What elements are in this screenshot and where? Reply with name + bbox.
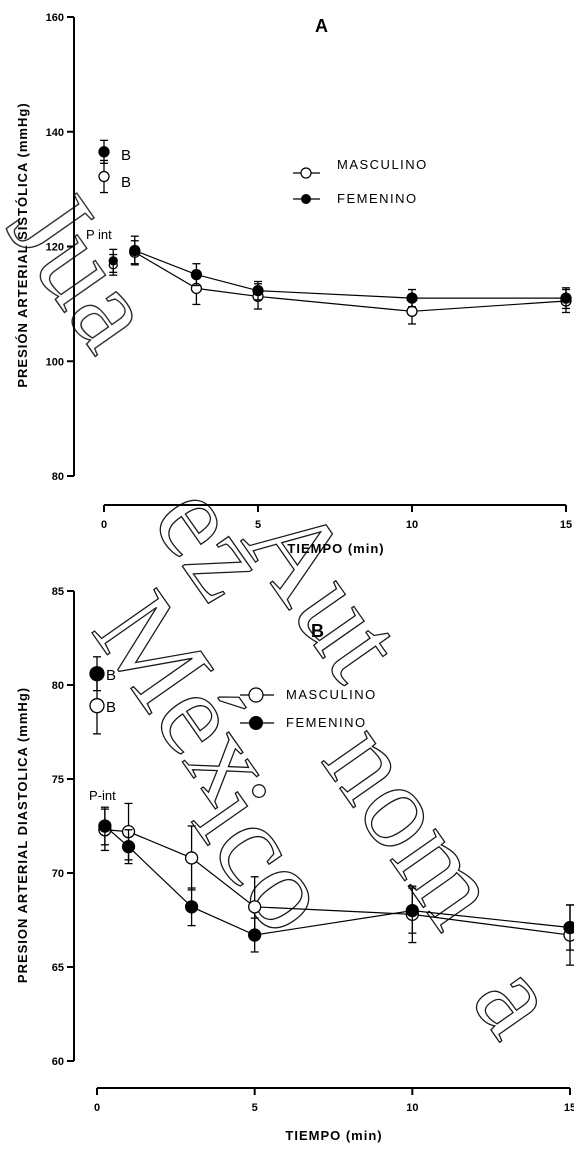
legend-marker-masculino: [300, 167, 312, 179]
legend-marker-femenino: [249, 716, 263, 730]
y-tick-label: 160: [46, 12, 64, 24]
y-tick-label: 100: [46, 356, 64, 368]
data-point-femenino: [98, 819, 112, 833]
data-point-femenino: [121, 840, 136, 854]
svg-text:a: a: [449, 939, 574, 1059]
panel-letter: B: [311, 621, 324, 641]
y-tick-label: 120: [46, 242, 64, 254]
legend-label-femenino: FEMENINO: [337, 191, 418, 206]
y-tick-label: 60: [52, 1056, 64, 1068]
baseline-point-masculino: [98, 170, 110, 183]
x-tick-label: 5: [252, 1102, 258, 1114]
x-tick-label: 0: [94, 1102, 100, 1114]
y-tick-label: 140: [46, 127, 64, 139]
x-axis-label: TIEMPO (min): [285, 1128, 382, 1143]
baseline-point-masculino: [89, 698, 105, 714]
data-point-femenino: [190, 268, 203, 281]
chart-panel-b: 60 65 70 75 80 85 0 5 10 15 B TIEMPO (min) PRESI…: [15, 586, 574, 1143]
x-tick-label: 10: [406, 1102, 418, 1114]
y-axis-label: PRESION ARTERIAL DIASTOLICA (mmHg): [15, 687, 30, 983]
baseline-female-label: B: [106, 667, 116, 684]
baseline-female-label: B: [121, 147, 131, 164]
y-tick-label: 65: [52, 962, 64, 974]
baseline-male-label: B: [121, 174, 131, 191]
y-tick-label: 75: [52, 774, 64, 786]
panel-letter: A: [315, 16, 328, 36]
legend: MASCULINO FEMENINO: [240, 687, 377, 730]
data-point-femenino: [129, 244, 141, 257]
data-point-femenino: [248, 928, 262, 942]
data-point-masculino: [184, 851, 199, 865]
data-point-femenino: [184, 900, 199, 914]
legend-label-masculino: MASCULINO: [286, 687, 377, 702]
data-point-femenino: [252, 285, 264, 297]
y-tick-label: 85: [52, 586, 64, 598]
y-tick-label: 80: [52, 680, 64, 692]
data-point-masculino: [406, 305, 418, 317]
y-tick-label: 70: [52, 868, 64, 880]
data-point-femenino: [560, 292, 572, 304]
baseline-male-label: B: [106, 699, 116, 716]
legend: MASCULINO FEMENINO: [293, 157, 428, 206]
data-point-femenino: [563, 920, 574, 935]
legend-marker-femenino: [301, 194, 311, 204]
x-tick-label: 0: [101, 519, 107, 531]
data-point-masculino: [248, 900, 262, 914]
baseline-point-femenino: [89, 666, 105, 682]
x-tick-label: 5: [255, 519, 261, 531]
x-tick-label: 10: [406, 519, 418, 531]
legend-marker-masculino: [248, 687, 264, 703]
data-point-femenino: [406, 292, 418, 304]
data-point-femenino: [405, 903, 419, 918]
pint-annotation: P-int: [89, 788, 116, 803]
series-line-masculino: [134, 251, 567, 312]
legend-label-femenino: FEMENINO: [286, 715, 367, 730]
legend-label-masculino: MASCULINO: [337, 157, 428, 172]
baseline-point-femenino: [98, 146, 110, 158]
x-axis-label: TIEMPO (min): [287, 541, 384, 556]
x-tick-label: 15: [560, 519, 572, 531]
pint-annotation: P int: [86, 227, 112, 242]
y-tick-label: 80: [52, 471, 64, 483]
chart-panel-a: 80 100 120 140 160 0 5 10 15 A TIEMPO (min) PRE…: [15, 12, 572, 556]
y-axis-label: PRESIÓN ARTERIAL SISTÓLICA (mmHg): [15, 102, 30, 387]
pint-point-femenino: [108, 256, 118, 266]
x-tick-label: 15: [564, 1102, 574, 1114]
